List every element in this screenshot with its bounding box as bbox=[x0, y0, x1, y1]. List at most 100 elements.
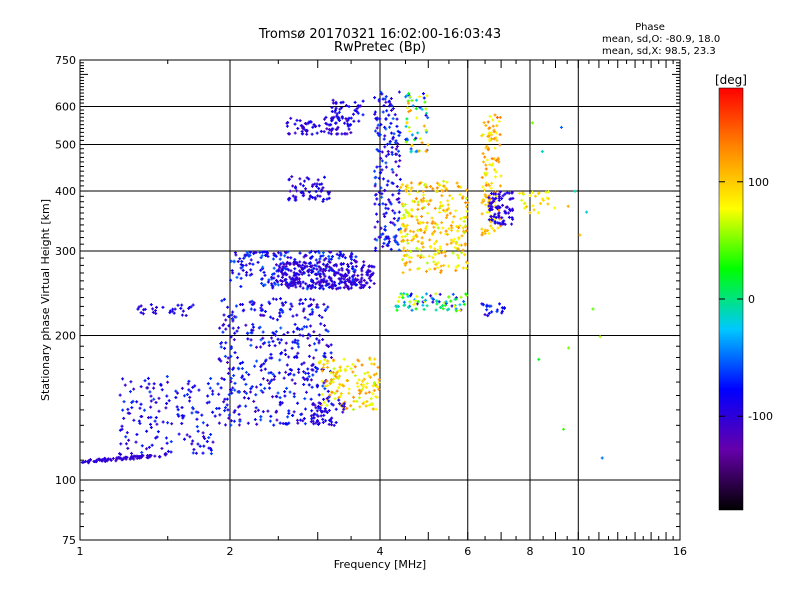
data-point bbox=[340, 106, 344, 110]
data-point bbox=[320, 280, 324, 284]
data-point bbox=[238, 361, 242, 365]
data-point bbox=[149, 405, 153, 409]
x-tick-label: 1 bbox=[77, 545, 84, 558]
data-point bbox=[299, 298, 303, 302]
data-point bbox=[421, 92, 425, 96]
data-point bbox=[405, 121, 409, 125]
data-point bbox=[402, 246, 406, 250]
data-point bbox=[427, 202, 431, 206]
data-point bbox=[263, 283, 267, 287]
data-point bbox=[211, 389, 215, 393]
data-point bbox=[373, 129, 377, 133]
data-point bbox=[303, 264, 307, 268]
data-point bbox=[307, 190, 311, 194]
data-point bbox=[389, 121, 393, 125]
data-point bbox=[339, 391, 343, 395]
data-point bbox=[464, 224, 468, 228]
data-point bbox=[335, 389, 339, 393]
data-point bbox=[133, 454, 137, 458]
data-point bbox=[168, 311, 172, 315]
data-point bbox=[266, 409, 270, 413]
data-point bbox=[397, 197, 401, 201]
data-point bbox=[480, 212, 484, 216]
data-point bbox=[339, 262, 343, 266]
data-point bbox=[187, 388, 191, 392]
data-point bbox=[293, 196, 297, 200]
data-point bbox=[236, 366, 240, 370]
data-point bbox=[240, 260, 244, 264]
data-point bbox=[174, 396, 178, 400]
data-point bbox=[302, 193, 306, 197]
data-point bbox=[381, 110, 385, 114]
data-point bbox=[342, 286, 346, 290]
data-point bbox=[281, 310, 285, 314]
data-point bbox=[230, 391, 234, 395]
data-point bbox=[491, 124, 495, 128]
data-point bbox=[395, 305, 399, 309]
data-point bbox=[296, 351, 300, 355]
data-point bbox=[391, 107, 395, 111]
data-point bbox=[324, 257, 328, 261]
data-point bbox=[335, 112, 339, 116]
data-point bbox=[443, 250, 447, 254]
data-point bbox=[278, 341, 282, 345]
data-point bbox=[362, 260, 366, 264]
data-point bbox=[190, 442, 194, 446]
data-point bbox=[265, 250, 269, 254]
data-point bbox=[277, 371, 281, 375]
data-point bbox=[439, 269, 443, 273]
data-point bbox=[397, 90, 401, 94]
data-point bbox=[410, 143, 414, 147]
x-tick-label: 2 bbox=[227, 545, 234, 558]
data-point bbox=[326, 344, 330, 348]
data-point bbox=[296, 326, 300, 330]
data-point bbox=[333, 280, 337, 284]
data-point bbox=[261, 390, 265, 394]
data-point bbox=[295, 118, 299, 122]
data-point bbox=[319, 275, 323, 279]
data-point bbox=[454, 309, 458, 313]
data-point bbox=[253, 410, 257, 414]
data-point bbox=[293, 257, 297, 261]
data-point bbox=[217, 421, 221, 425]
data-point bbox=[296, 421, 300, 425]
data-point bbox=[287, 286, 291, 290]
data-point bbox=[451, 220, 455, 224]
data-point bbox=[152, 397, 156, 401]
data-point bbox=[347, 269, 351, 273]
data-point bbox=[429, 245, 433, 249]
data-point bbox=[150, 443, 154, 447]
data-point bbox=[132, 387, 136, 391]
data-point bbox=[289, 116, 293, 120]
data-point bbox=[314, 421, 318, 425]
data-point bbox=[463, 243, 467, 247]
data-point bbox=[482, 160, 486, 164]
data-point bbox=[401, 296, 405, 300]
data-point bbox=[497, 211, 501, 215]
data-point bbox=[416, 254, 420, 258]
data-point bbox=[405, 232, 409, 236]
data-point bbox=[334, 372, 338, 376]
data-point bbox=[442, 184, 446, 188]
data-point bbox=[308, 261, 312, 265]
data-point bbox=[460, 234, 464, 238]
data-point bbox=[181, 416, 185, 420]
data-point bbox=[324, 384, 328, 388]
data-point bbox=[403, 229, 407, 233]
data-point bbox=[267, 343, 271, 347]
data-point bbox=[441, 304, 445, 308]
data-point bbox=[201, 421, 205, 425]
data-point bbox=[450, 196, 454, 200]
data-point bbox=[337, 282, 341, 286]
data-point bbox=[237, 390, 241, 394]
data-point bbox=[290, 175, 294, 179]
data-point bbox=[320, 182, 324, 186]
data-point bbox=[165, 394, 169, 398]
data-point bbox=[349, 286, 353, 290]
data-point bbox=[154, 416, 158, 420]
data-point bbox=[308, 334, 312, 338]
data-point bbox=[284, 250, 288, 254]
data-point bbox=[382, 104, 386, 108]
data-point bbox=[260, 363, 264, 367]
data-point bbox=[497, 119, 501, 123]
